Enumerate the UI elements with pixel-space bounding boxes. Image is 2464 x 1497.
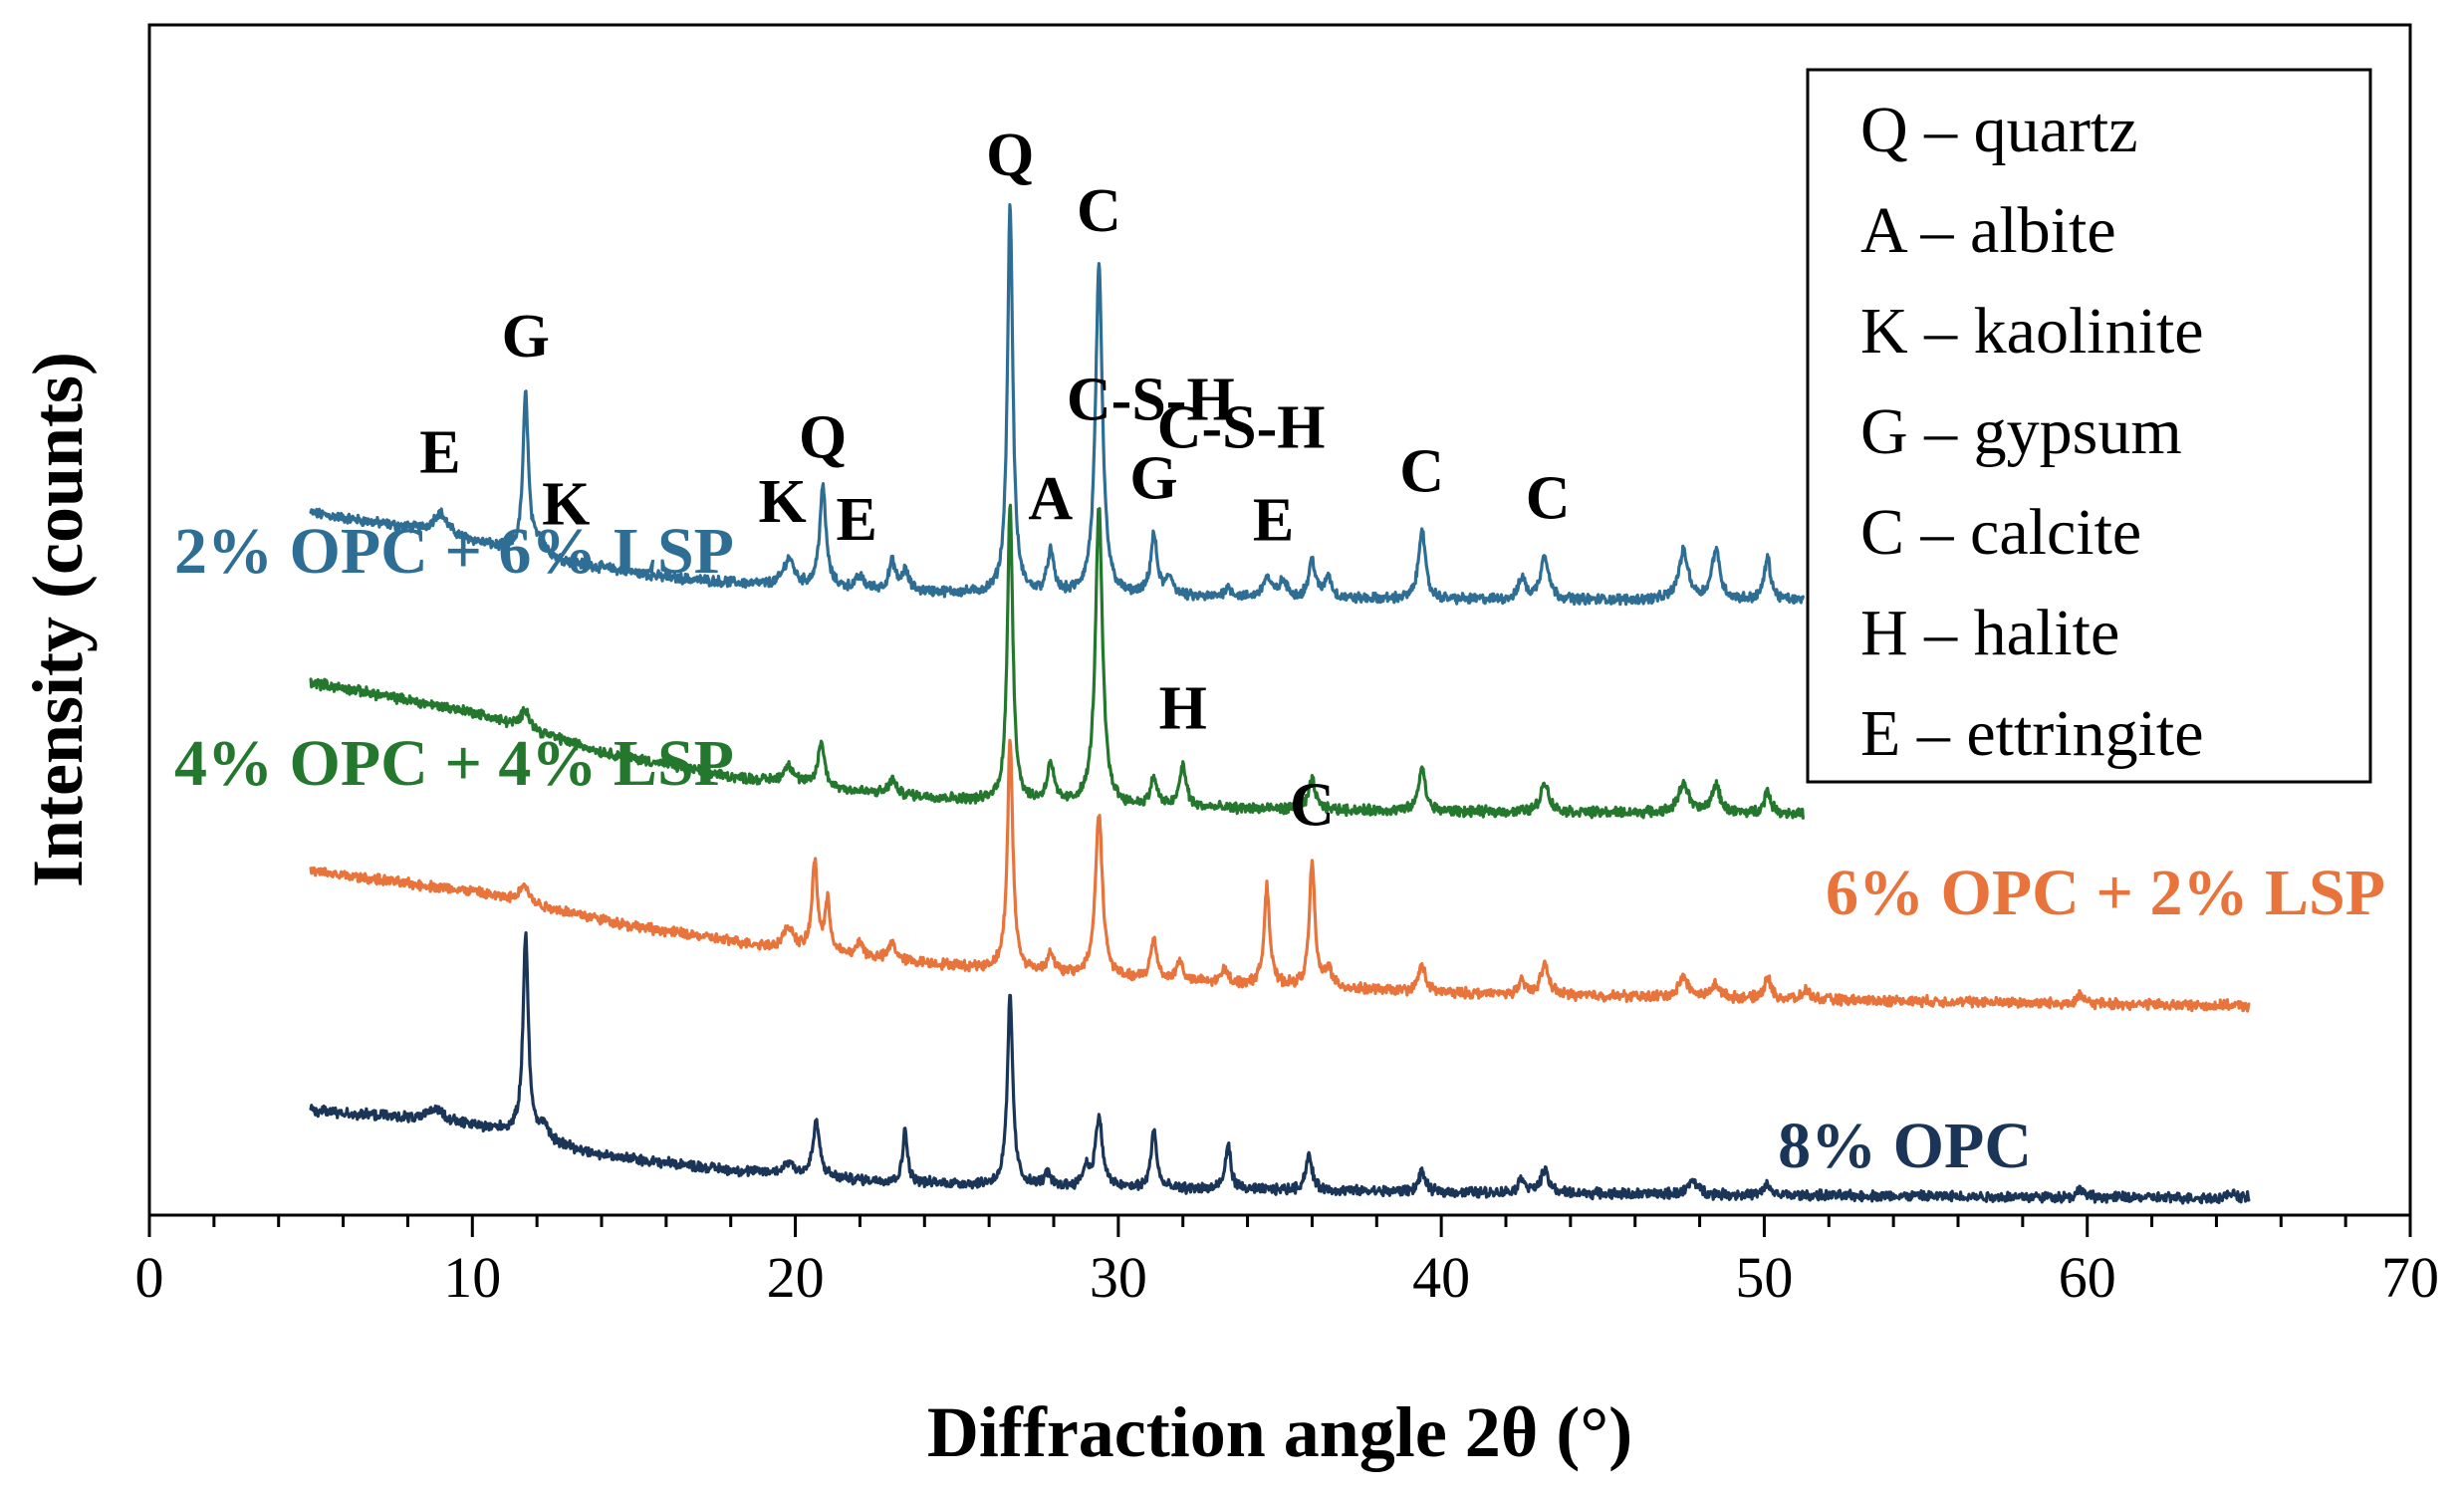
legend-entry-4: G – gypsum [1860,395,2182,468]
series-layer [309,203,2251,1205]
legend-entry-6: H – halite [1860,597,2119,669]
legend-box [1806,68,2372,784]
series-label-2: 4% OPC + 4% LSP [174,727,734,800]
x-tick-label-50: 50 [1735,1245,1793,1310]
legend-entries: Q – quartz A – albite K – kaolinite G – gyp… [1860,94,2204,770]
x-tick-label-70: 70 [2381,1245,2439,1310]
legend-entry-5: C – calcite [1860,496,2141,569]
peak-label-s1-1: E [419,419,460,487]
legend-entry-2: A – albite [1860,194,2116,267]
x-tick-label-10: 10 [443,1245,501,1310]
peak-label-s2-1: H [1159,675,1207,743]
peak-label-s1-15: C [1526,464,1571,532]
x-tick-label-30: 30 [1090,1245,1147,1310]
peak-label-s1-13: E [1253,487,1294,555]
peak-label-s1-12: G [1129,444,1177,512]
x-tick-label-40: 40 [1412,1245,1470,1310]
series-label-layer: 2% OPC + 6% LSP 4% OPC + 4% LSP 6% OPC + 2… [174,515,2385,1182]
peak-label-s1-14: C [1399,438,1444,506]
peak-label-s1-9: C [1077,177,1121,245]
y-axis-title: Intensity (counts) [18,352,98,887]
series-line-1 [309,203,1805,607]
x-axis-title: Diffraction angle 2θ (°) [927,1392,1632,1472]
peak-label-s3-1: C [1290,772,1335,840]
peak-label-s1-5: Q [799,403,847,471]
series-label-1: 2% OPC + 6% LSP [174,515,734,588]
peak-label-s1-11: C-S-H [1157,393,1326,461]
peak-label-s1-8: C-S-H [1067,366,1235,433]
peak-label-s1-10: A [1028,465,1073,533]
peak-label-s1-3: K [542,471,590,539]
series-line-4 [309,930,2251,1205]
legend-entry-7: E – ettringite [1860,697,2204,770]
legend-entry-1: Q – quartz [1860,94,2138,166]
series-label-4: 8% OPC [1778,1110,2032,1182]
series-line-2 [309,503,1805,820]
peak-label-s1-6: E [837,486,877,554]
peak-label-s1-4: K [758,468,806,536]
x-axis-ticks: 0 10 20 30 40 50 60 70 [135,1215,2439,1310]
x-tick-label-0: 0 [135,1245,164,1310]
peak-label-s1-2: G [502,303,550,371]
peak-label-s1-7: Q [986,122,1034,189]
plot-frame [147,23,2412,1217]
legend: Q – quartz A – albite K – kaolinite G – gyp… [1806,68,2372,784]
series-line-3 [309,738,2251,1013]
series-label-3: 6% OPC + 2% LSP [1826,857,2385,929]
legend-entry-3: K – kaolinite [1860,295,2204,368]
x-tick-label-60: 60 [2059,1245,2116,1310]
x-tick-label-20: 20 [767,1245,825,1310]
